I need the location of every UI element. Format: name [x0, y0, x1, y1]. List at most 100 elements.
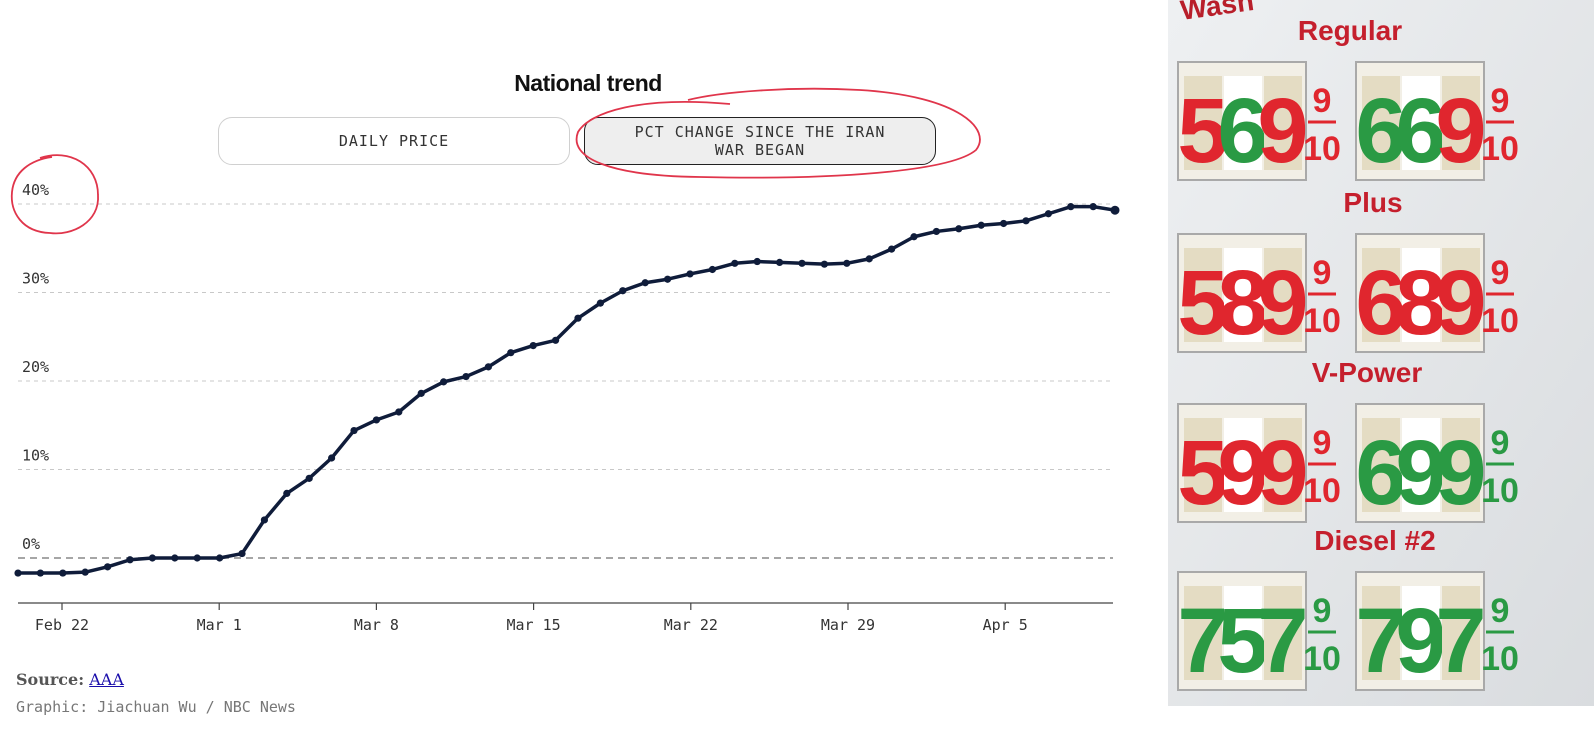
- data-point: [462, 372, 470, 381]
- digit-card: [1442, 248, 1480, 342]
- fraction-numerator: 9: [1313, 424, 1332, 462]
- x-tick-label: Feb 22: [35, 616, 89, 634]
- data-point: [1000, 219, 1008, 228]
- x-tick-label: Mar 8: [354, 616, 399, 634]
- series-points: [14, 203, 1120, 577]
- price-digit: 6: [1355, 252, 1406, 354]
- data-point: [171, 554, 179, 562]
- digit-card: [1402, 76, 1440, 170]
- fraction-denominator: 10: [1481, 640, 1519, 678]
- fraction-numerator: 9: [1491, 592, 1510, 630]
- price-digit: 7: [1435, 590, 1486, 692]
- data-point: [148, 554, 156, 562]
- data-point: [820, 260, 829, 268]
- data-point: [619, 287, 627, 295]
- x-tick-label: Mar 29: [821, 616, 875, 634]
- price-digit: 9: [1257, 252, 1308, 354]
- data-point: [328, 454, 336, 462]
- fuel-grade-label: V-Power: [1312, 357, 1423, 388]
- fraction-denominator: 10: [1303, 302, 1341, 340]
- data-point: [910, 233, 918, 241]
- price-digit: 7: [1355, 590, 1406, 692]
- fraction-denominator: 10: [1481, 472, 1519, 510]
- pct-change-toggle-button[interactable]: PCT CHANGE SINCE THE IRAN WAR BEGAN: [584, 117, 936, 165]
- fraction-numerator: 9: [1491, 424, 1510, 462]
- grid-lines: [18, 203, 1113, 559]
- digit-card: [1184, 418, 1222, 512]
- fuel-grade-label: Regular: [1298, 15, 1402, 46]
- digit-card: [1442, 76, 1480, 170]
- data-point: [932, 227, 941, 236]
- digit-card: [1362, 248, 1400, 342]
- fuel-grade-label: Plus: [1343, 187, 1402, 218]
- price-digit: 9: [1217, 422, 1268, 524]
- y-axis-ticks: 0% 10% 20% 30% 40%: [22, 181, 49, 553]
- fraction-denominator: 10: [1481, 302, 1519, 340]
- fraction-denominator: 10: [1481, 130, 1519, 168]
- data-point: [686, 270, 694, 278]
- x-tick-label: Mar 1: [197, 616, 242, 634]
- price-digit: 9: [1257, 422, 1308, 524]
- digit-card: [1442, 418, 1480, 512]
- x-tick-label: Mar 15: [507, 616, 561, 634]
- digit-card: [1264, 248, 1302, 342]
- y-tick-label: 10%: [22, 447, 49, 465]
- price-digit: 8: [1217, 252, 1268, 354]
- line-chart: 0% 10% 20% 30% 40% Feb 22 Mar 1 Mar 8 Mar 15 Mar…: [10, 87, 1120, 634]
- series-line-layer: [18, 204, 1116, 575]
- data-point: [14, 569, 22, 577]
- fuel-grade-label: Diesel #2: [1314, 525, 1435, 556]
- digit-card: [1184, 586, 1222, 680]
- digit-card: [1442, 586, 1480, 680]
- digit-card: [1224, 76, 1262, 170]
- data-point: [193, 554, 201, 562]
- data-point: [1044, 210, 1052, 218]
- digit-card: [1184, 248, 1222, 342]
- x-axis-ticks: Feb 22 Mar 1 Mar 8 Mar 15 Mar 22 Mar 29 Apr 5: [35, 603, 1028, 634]
- price-digit: 7: [1177, 590, 1228, 692]
- price-digit: 6: [1355, 422, 1406, 524]
- digit-card: [1362, 418, 1400, 512]
- price-digit: 9: [1435, 252, 1486, 354]
- series-line: [18, 204, 1116, 575]
- data-point: [731, 259, 739, 267]
- data-point: [238, 549, 246, 558]
- data-point: [216, 554, 224, 562]
- source-link[interactable]: AAA: [89, 670, 124, 689]
- price-digit: 6: [1395, 80, 1446, 182]
- data-point: [395, 408, 403, 416]
- data-point: [126, 556, 134, 564]
- graphic-credit: Graphic: Jiachuan Wu / NBC News: [16, 698, 296, 716]
- y-tick-label: 40%: [22, 181, 49, 199]
- source-label: Source:: [16, 670, 85, 689]
- price-digit: 7: [1257, 590, 1308, 692]
- price-digit: 5: [1177, 422, 1228, 524]
- daily-price-toggle-button[interactable]: DAILY PRICE: [218, 117, 570, 165]
- x-tick-label: Apr 5: [983, 616, 1028, 634]
- data-point: [888, 245, 896, 253]
- x-tick-label: Mar 22: [664, 616, 718, 634]
- data-point: [865, 255, 873, 263]
- digit-card: [1224, 248, 1262, 342]
- data-point: [1022, 217, 1030, 225]
- digit-card: [1224, 586, 1262, 680]
- data-point: [753, 257, 761, 266]
- data-point: [708, 265, 717, 274]
- y-tick-label: 20%: [22, 358, 49, 376]
- data-point: [104, 563, 112, 571]
- data-point: [1067, 203, 1075, 211]
- data-point: [1089, 203, 1097, 211]
- digit-card: [1264, 418, 1302, 512]
- price-digit: 9: [1395, 422, 1446, 524]
- digit-card: [1184, 76, 1222, 170]
- digit-card: [1362, 586, 1400, 680]
- price-digit: 9: [1435, 422, 1486, 524]
- fraction-denominator: 10: [1303, 472, 1341, 510]
- data-point: [596, 299, 605, 307]
- price-digit: 5: [1177, 252, 1228, 354]
- data-point: [417, 389, 425, 397]
- data-point: [529, 342, 537, 350]
- fraction-numerator: 9: [1313, 82, 1332, 120]
